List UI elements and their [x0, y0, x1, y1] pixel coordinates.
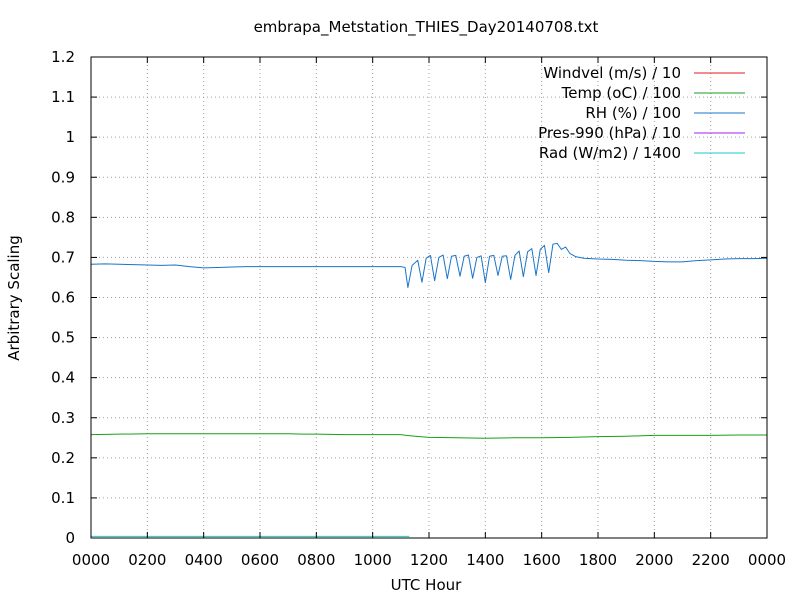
y-tick-label: 0.4	[51, 369, 75, 387]
x-tick-label: 0000	[72, 551, 110, 569]
y-tick-label: 1	[65, 128, 75, 146]
legend-label: Temp (oC) / 100	[561, 84, 681, 102]
y-tick-label: 0.2	[51, 449, 75, 467]
y-axis-label: Arbitrary Scaling	[5, 235, 23, 361]
y-tick-label: 0.9	[51, 168, 75, 186]
x-tick-label: 0400	[185, 551, 223, 569]
x-tick-label: 1200	[410, 551, 448, 569]
y-tick-label: 0.7	[51, 248, 75, 266]
y-tick-label: 0.3	[51, 409, 75, 427]
y-tick-label: 1.1	[51, 88, 75, 106]
axis-ticks: 0 0.1 0.2 0.3 0.4 0.5 0.6 0.7 0.8 0.9 1 1.1 1.2 0000 0…	[51, 48, 786, 569]
x-axis-label: UTC Hour	[391, 576, 462, 594]
x-tick-label: 0800	[297, 551, 335, 569]
chart-title: embrapa_Metstation_THIES_Day20140708.txt	[254, 18, 599, 37]
grid	[91, 57, 767, 538]
legend-label: Pres-990 (hPa) / 10	[538, 124, 681, 142]
x-tick-label: 0000	[748, 551, 786, 569]
y-tick-label: 0.1	[51, 489, 75, 507]
series-line-3	[90, 242, 768, 288]
y-tick-label: 0.5	[51, 329, 75, 347]
y-tick-label: 1.2	[51, 48, 75, 66]
legend-label: Windvel (m/s) / 10	[543, 64, 681, 82]
y-tick-label: 0.8	[51, 208, 75, 226]
y-tick-label: 0.6	[51, 289, 75, 307]
legend-label: Rad (W/m2) / 1400	[539, 144, 681, 162]
y-tick-label: 0	[65, 529, 75, 547]
x-tick-label: 1600	[523, 551, 561, 569]
x-tick-label: 0200	[128, 551, 166, 569]
x-tick-label: 2000	[635, 551, 673, 569]
x-tick-label: 1000	[354, 551, 392, 569]
x-tick-label: 1800	[579, 551, 617, 569]
series-line-2	[90, 433, 767, 439]
legend: Windvel (m/s) / 10 Temp (oC) / 100 RH (%) …	[538, 64, 745, 162]
x-tick-label: 1400	[466, 551, 504, 569]
legend-label: RH (%) / 100	[585, 104, 681, 122]
x-tick-label: 0600	[241, 551, 279, 569]
x-tick-label: 2200	[692, 551, 730, 569]
